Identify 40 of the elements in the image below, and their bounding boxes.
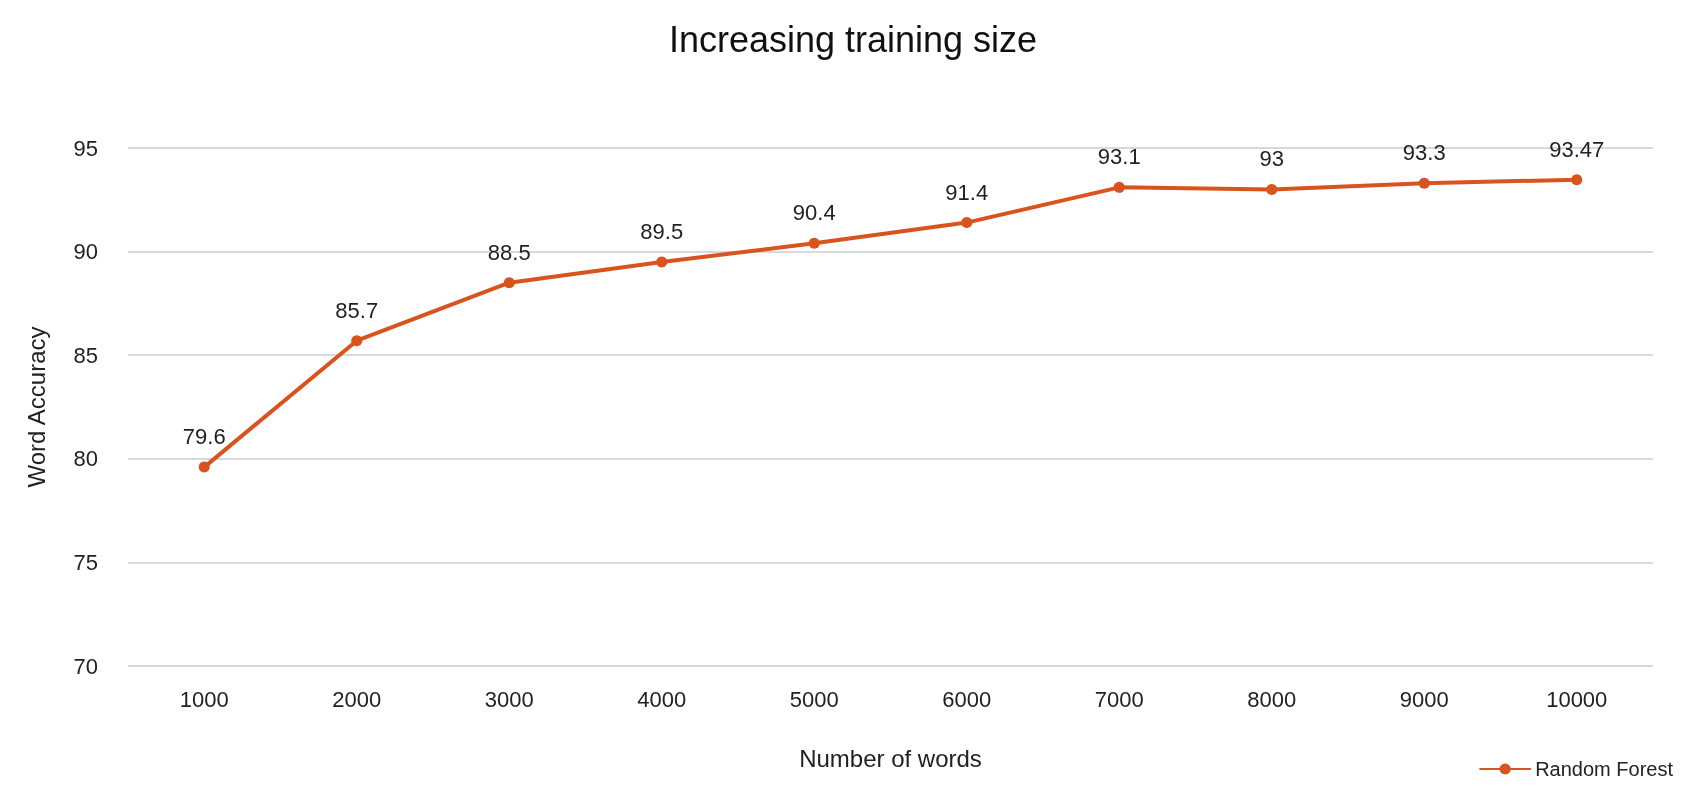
point: [961, 217, 973, 229]
chart-title: Increasing training size: [668, 18, 1038, 60]
data-label: 79.6: [182, 424, 226, 450]
data-label: 85.7: [335, 297, 379, 323]
x-tick-label: 6000: [942, 686, 992, 712]
x-tick-label: 4000: [637, 686, 687, 712]
x-tick-label: 1000: [179, 686, 229, 712]
y-tick-label: 85: [73, 342, 98, 368]
x-tick-label: 2000: [332, 686, 382, 712]
y-axis-title: Word Accuracy: [22, 326, 50, 488]
x-tick-label: 5000: [789, 686, 839, 712]
x-axis-title: Number of words: [799, 744, 982, 772]
x-tick-label: 8000: [1247, 686, 1297, 712]
point: [1266, 183, 1278, 195]
point: [503, 277, 515, 289]
data-label: 88.5: [487, 239, 531, 265]
y-tick-label: 70: [73, 653, 98, 679]
point: [1418, 177, 1430, 189]
y-tick-label: 75: [73, 549, 98, 575]
y-tick-label: 80: [73, 446, 98, 472]
y-tick-label: 90: [73, 239, 98, 265]
data-label: 93.47: [1549, 136, 1605, 162]
data-label: 93.1: [1097, 144, 1141, 170]
x-tick-label: 10000: [1546, 686, 1608, 712]
data-label: 93.3: [1402, 140, 1446, 166]
x-tick-label: 3000: [484, 686, 534, 712]
data-label: 91.4: [945, 179, 989, 205]
data-label: 90.4: [792, 200, 836, 226]
point: [808, 237, 820, 249]
y-tick-label: 95: [73, 135, 98, 161]
point: [351, 335, 363, 347]
point: [198, 461, 210, 473]
x-tick-label: 7000: [1094, 686, 1144, 712]
data-label: 89.5: [640, 218, 684, 244]
legend-label: Random Forest: [1535, 758, 1674, 780]
data-label: 93: [1259, 146, 1284, 172]
point: [1571, 174, 1583, 186]
point: [1113, 181, 1125, 193]
point: [656, 256, 668, 268]
x-tick-label: 9000: [1399, 686, 1449, 712]
